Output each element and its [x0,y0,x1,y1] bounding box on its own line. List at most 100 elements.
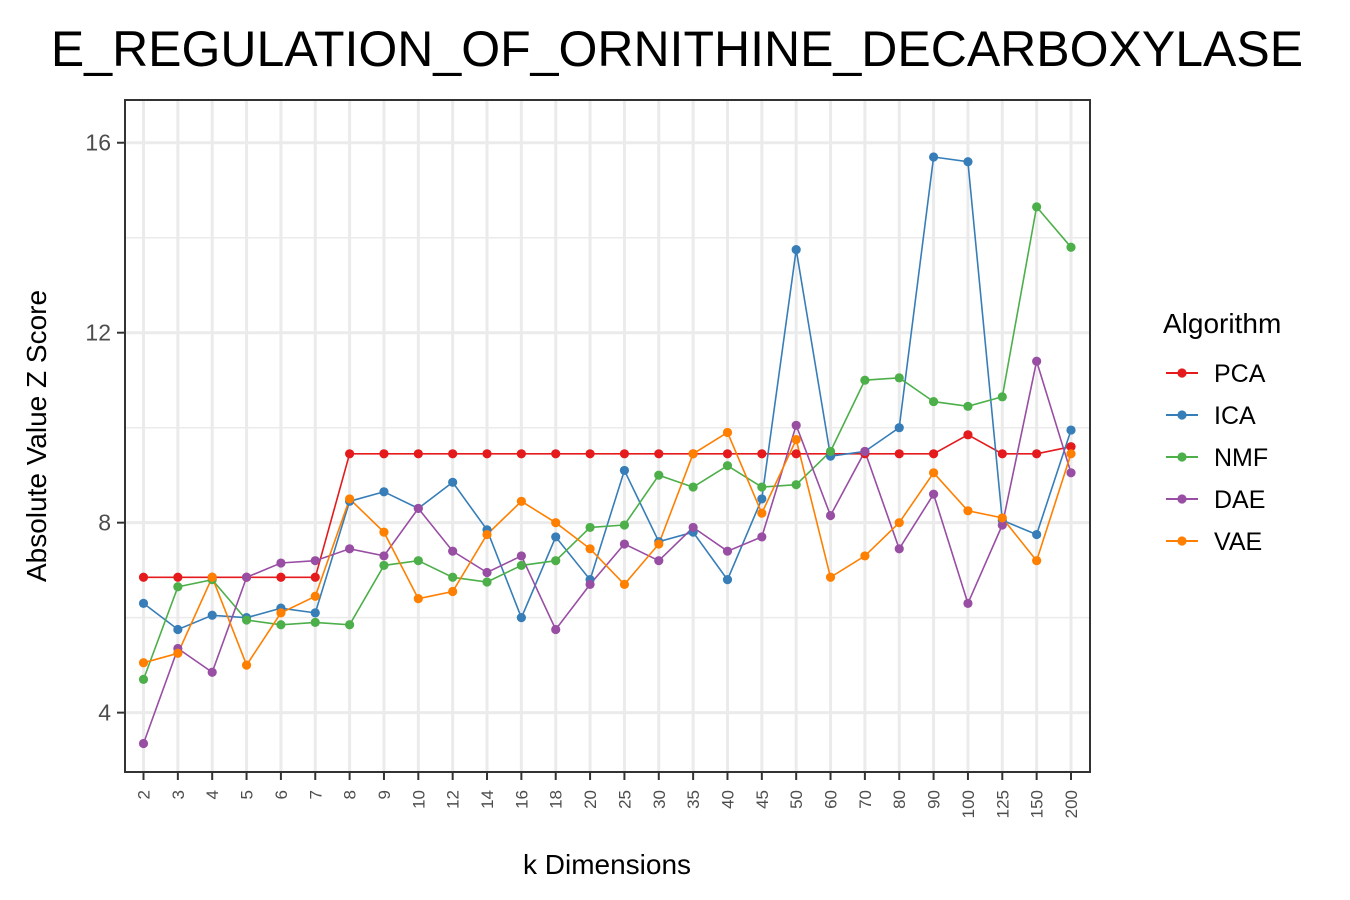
data-point-nmf [241,615,252,625]
plot-grid [125,100,1090,772]
data-point-vae [241,660,252,670]
data-point-vae [688,449,698,459]
data-point-dae [654,556,664,566]
data-point-dae [757,532,767,542]
data-point-pca [619,449,630,459]
data-point-dae [207,667,217,677]
data-point-nmf [173,582,183,592]
x-tick-label: 4 [203,790,222,799]
x-tick-label: 100 [959,790,978,818]
data-point-dae [379,551,389,561]
data-point-pca [928,449,939,459]
data-point-vae [345,494,355,504]
data-point-nmf [310,617,320,628]
data-point-pca [345,449,355,459]
data-point-pca [894,449,904,459]
data-point-dae [791,420,801,430]
data-point-dae [138,738,149,749]
x-axis-title: k Dimensions [523,849,691,880]
x-tick-label: 200 [1062,790,1081,818]
data-point-nmf [1066,242,1076,252]
data-point-dae [860,446,870,457]
data-point-pca [722,449,733,459]
data-point-dae [585,579,595,590]
data-point-pca [757,449,767,459]
legend: Algorithm PCA ICA NMF DAE VAE [1163,308,1281,556]
x-tick-label: 12 [444,790,463,809]
y-tick-label: 12 [85,320,111,346]
data-point-nmf [379,560,389,571]
data-point-pca [997,449,1007,459]
series-line-dae [142,358,1072,744]
data-point-ica [722,575,733,585]
data-point-ica [1032,529,1042,540]
data-point-vae [619,579,630,590]
data-point-dae [997,520,1007,530]
data-point-dae [1066,468,1076,478]
legend-label-pca: PCA [1214,360,1266,388]
data-point-nmf [448,572,458,582]
data-point-dae [241,572,252,582]
data-point-nmf [482,577,492,587]
data-point-ica [1066,425,1076,435]
data-point-pca [310,572,320,582]
data-point-ica [619,465,630,476]
data-point-vae [791,434,801,445]
x-tick-label: 35 [684,790,703,809]
data-point-nmf [825,446,836,457]
x-tick-label: 10 [409,790,428,809]
data-point-vae [173,648,183,658]
data-point-vae [757,508,767,518]
data-point-vae [963,506,973,516]
series-line-pca [143,433,1072,579]
data-point-pca [173,572,183,582]
data-point-vae [1032,556,1042,566]
data-point-nmf [276,620,286,630]
data-point-dae [413,503,423,514]
data-point-nmf [791,480,801,490]
y-axis-title: Absolute Value Z Score [21,290,52,582]
data-point-nmf [551,556,561,566]
data-point-ica [757,494,767,504]
y-tick-label: 8 [98,510,111,536]
legend-label-dae: DAE [1214,486,1265,514]
data-point-ica [516,613,526,623]
x-tick-label: 70 [856,790,875,809]
series-line-vae [143,431,1072,667]
x-tick-label: 14 [478,790,497,809]
x-tick-label: 60 [822,790,841,809]
x-tick-label: 8 [341,790,360,799]
series-line-ica [143,156,1072,631]
data-point-dae [276,558,286,568]
data-point-ica [448,477,458,487]
data-point-dae [722,546,733,556]
data-point-ica [173,624,183,635]
data-point-ica [207,610,217,620]
data-point-pca [791,449,801,459]
legend-label-nmf: NMF [1214,444,1268,472]
data-point-pca [413,449,423,459]
x-tick-label: 125 [993,790,1012,818]
x-tick-label: 20 [581,790,600,809]
legend-marker-ica [1177,410,1187,420]
x-tick-label: 150 [1028,790,1047,818]
data-point-dae [551,624,561,635]
data-point-nmf [138,674,149,684]
data-point-ica [138,598,149,609]
data-point-nmf [928,396,939,407]
chart-title: E_REGULATION_OF_ORNITHINE_DECARBOXYLASE [51,21,1303,77]
data-point-pca [585,449,595,459]
data-point-dae [310,556,320,566]
x-tick-label: 9 [375,790,394,799]
plot-panel-border [124,99,1091,773]
legend-label-ica: ICA [1214,402,1256,430]
data-point-nmf [722,461,733,471]
x-tick-label: 30 [650,790,669,809]
data-point-vae [379,527,389,537]
data-point-pca [1066,442,1076,452]
data-point-pca [482,449,492,459]
x-tick-label: 40 [719,790,738,809]
x-tick-label: 50 [787,790,806,809]
data-point-dae [482,567,492,578]
